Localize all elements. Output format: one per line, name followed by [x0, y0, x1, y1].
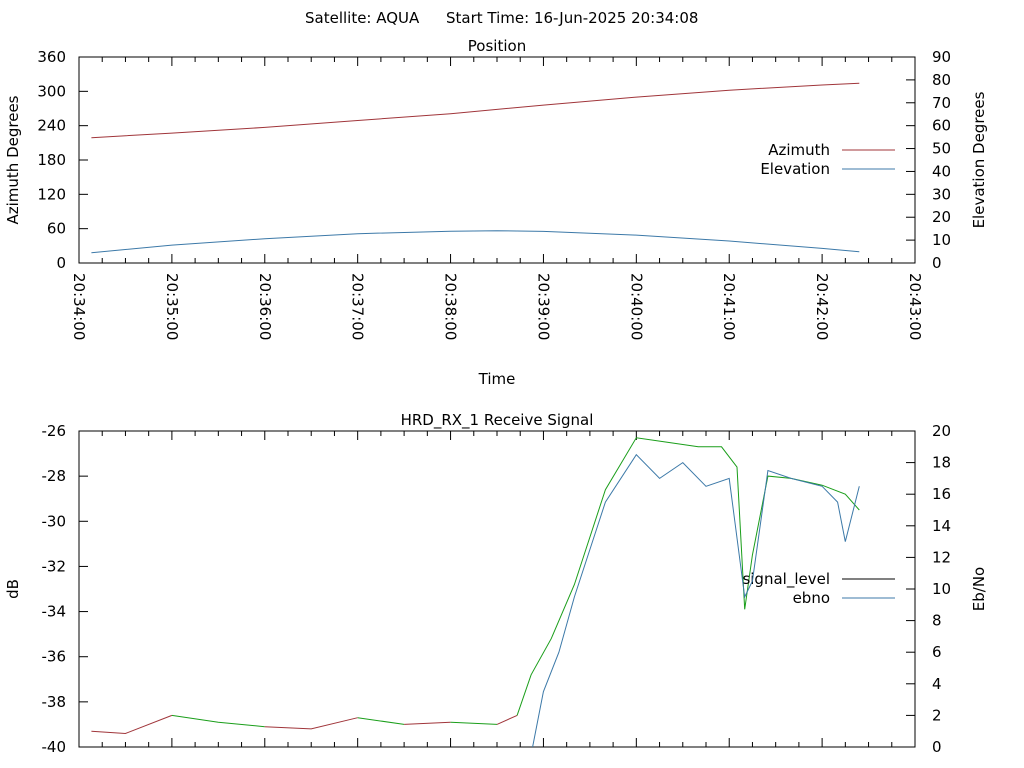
y-tick-label: -36 — [42, 648, 67, 666]
signal-level-line — [404, 721, 451, 725]
x-tick-label: 20:38:00 — [442, 273, 460, 340]
signal-level-line — [357, 717, 405, 725]
y2-tick-label: 10 — [932, 580, 951, 598]
signal-level-line — [264, 717, 358, 730]
x-tick-label: 20:35:00 — [163, 273, 181, 340]
y2-tick-label: 18 — [932, 454, 951, 472]
x-tick-label: 20:34:00 — [70, 273, 88, 340]
y2-tick-label: 60 — [932, 117, 951, 135]
y2-tick-label: 30 — [932, 185, 951, 203]
y2-tick-label: 40 — [932, 162, 951, 180]
y2-tick-label: 0 — [932, 738, 942, 756]
signal-level-line — [450, 721, 498, 725]
y-axis-label: Azimuth Degrees — [4, 95, 22, 224]
ebno-line — [532, 453, 860, 748]
legend-label-elevation: Elevation — [760, 160, 830, 178]
y2-tick-label: 4 — [932, 675, 942, 693]
y2-tick-label: 12 — [932, 548, 951, 566]
y-tick-label: -34 — [42, 603, 67, 621]
y-tick-label: 360 — [37, 48, 66, 66]
y2-tick-label: 2 — [932, 706, 942, 724]
y-tick-label: 180 — [37, 151, 66, 169]
y-tick-label: -38 — [42, 693, 67, 711]
y2-tick-label: 10 — [932, 231, 951, 249]
chart-title: HRD_RX_1 Receive Signal — [401, 411, 594, 430]
y2-tick-label: 16 — [932, 485, 951, 503]
x-axis-label: Time — [478, 370, 516, 388]
y2-tick-label: 20 — [932, 422, 951, 440]
legend-label-azimuth: Azimuth — [768, 141, 830, 159]
x-tick-label: 20:39:00 — [534, 273, 552, 340]
y2-axis-label: Eb/No — [970, 567, 988, 611]
receive-signal-chart: HRD_RX_1 Receive Signal -40 -38 -36 -34 -32 -3… — [4, 411, 988, 756]
y2-tick-label: 14 — [932, 517, 951, 535]
signal-level-line — [171, 714, 265, 728]
y-tick-label: -28 — [42, 467, 67, 485]
satellite-label: Satellite: AQUA — [305, 9, 420, 27]
y-tick-label: 60 — [47, 220, 66, 238]
y2-tick-label: 0 — [932, 254, 942, 272]
x-tick-label: 20:41:00 — [720, 273, 738, 340]
legend-label-ebno: ebno — [793, 589, 830, 607]
signal-level-line — [496, 714, 518, 725]
x-tick-label: 20:40:00 — [627, 273, 645, 340]
position-chart: Position 20:34:00 20:35:00 20:36:00 20:37:00… — [4, 37, 988, 388]
y-tick-label: 120 — [37, 185, 66, 203]
x-tick-label: 20:37:00 — [349, 273, 367, 340]
x-tick-label: 20:36:00 — [256, 273, 274, 340]
y-tick-label: 0 — [56, 254, 66, 272]
y-tick-label: -30 — [42, 512, 67, 530]
x-tick-label: 20:43:00 — [906, 273, 924, 340]
y2-tick-label: 70 — [932, 94, 951, 112]
azimuth-line — [91, 82, 860, 139]
y2-axis-label: Elevation Degrees — [970, 91, 988, 228]
y2-tick-label: 90 — [932, 48, 951, 66]
y-tick-label: 300 — [37, 82, 66, 100]
y-tick-label: -32 — [42, 557, 67, 575]
y2-tick-label: 80 — [932, 71, 951, 89]
y-tick-label: -26 — [42, 422, 67, 440]
signal-level-line — [91, 714, 173, 735]
y-axis-label: dB — [4, 579, 22, 599]
chart-title: Position — [468, 37, 526, 55]
y2-tick-label: 20 — [932, 208, 951, 226]
y-tick-label: 240 — [37, 117, 66, 135]
start-time-label: Start Time: 16-Jun-2025 20:34:08 — [446, 9, 698, 27]
y-tick-label: -40 — [42, 738, 67, 756]
elevation-line — [91, 230, 860, 254]
legend-label-signal-level: signal_level — [742, 570, 830, 589]
y2-tick-label: 50 — [932, 140, 951, 158]
y2-tick-label: 6 — [932, 643, 942, 661]
x-tick-label: 20:42:00 — [813, 273, 831, 340]
y2-tick-label: 8 — [932, 612, 942, 630]
